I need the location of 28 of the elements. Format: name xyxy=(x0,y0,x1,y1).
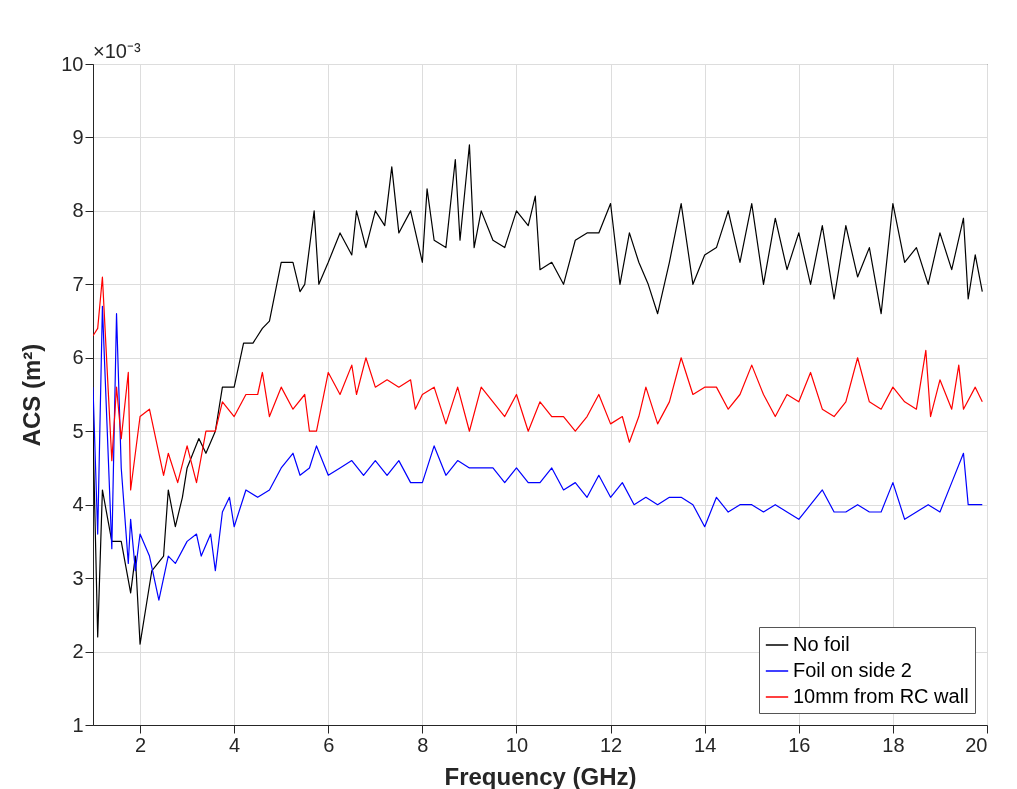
x-tick-label: 10 xyxy=(505,733,529,756)
y-axis-title: ACS (m²) xyxy=(18,343,46,447)
y-tick-label: 7 xyxy=(72,272,84,295)
y-tick-label: 3 xyxy=(72,566,84,589)
y-tick-label: 5 xyxy=(72,419,84,442)
y-tick-label: 8 xyxy=(72,199,84,222)
legend-label: 10mm from RC wall xyxy=(793,685,969,707)
x-tick-label: 16 xyxy=(788,733,811,756)
y-tick-label: 6 xyxy=(72,346,84,369)
y-tick-label: 1 xyxy=(72,713,84,736)
legend-label: No foil xyxy=(793,633,850,655)
y-tick-label: 10 xyxy=(61,52,84,75)
y-tick-label: 9 xyxy=(72,125,84,148)
x-tick-label: 8 xyxy=(417,733,429,756)
x-tick-label: 14 xyxy=(694,733,717,756)
text: ×10⁻³ xyxy=(93,40,141,62)
line-series xyxy=(93,305,983,601)
x-tick-label: 20 xyxy=(965,733,988,756)
x-tick-label: 18 xyxy=(882,733,905,756)
line-series xyxy=(93,276,983,491)
y-tick-label: 4 xyxy=(72,493,84,516)
legend-label: Foil on side 2 xyxy=(793,659,912,681)
y-tick-label: 2 xyxy=(72,640,84,663)
x-tick-label: 6 xyxy=(323,733,335,756)
x-tick-label: 12 xyxy=(599,733,623,756)
x-axis-title: Frequency (GHz) xyxy=(444,762,637,789)
x-tick-label: 4 xyxy=(229,733,241,756)
x-tick-label: 2 xyxy=(134,733,147,756)
